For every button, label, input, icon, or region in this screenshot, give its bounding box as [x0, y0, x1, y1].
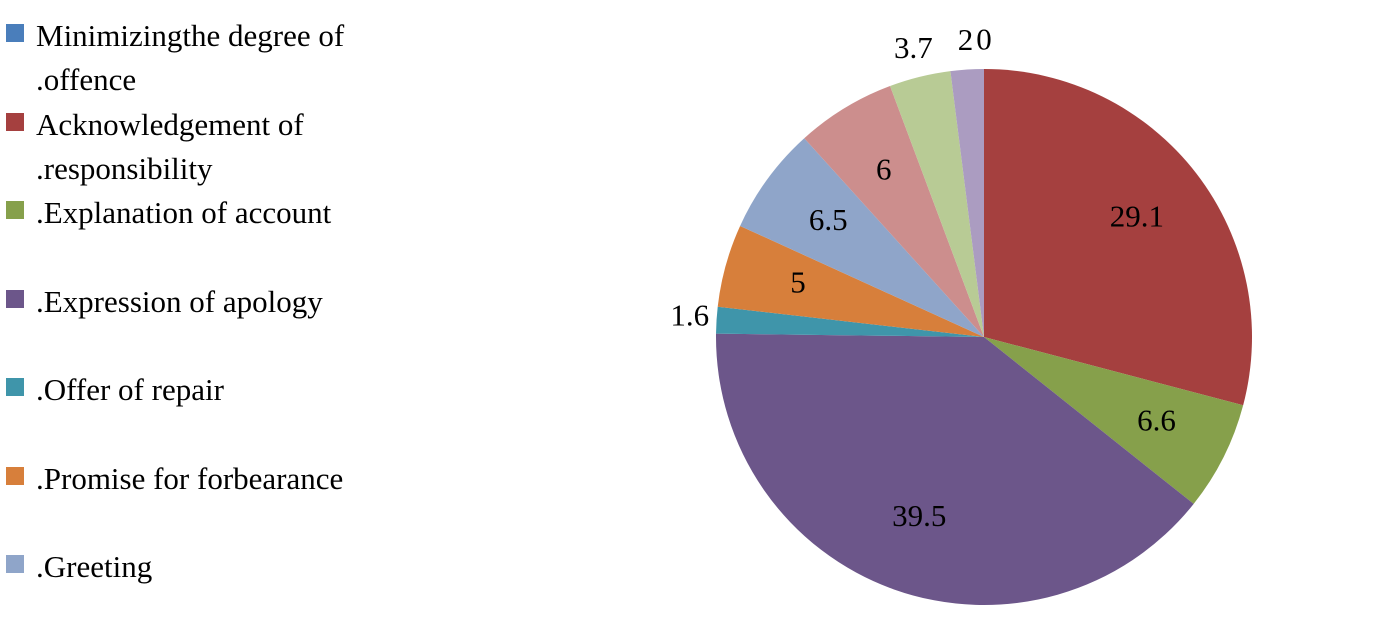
legend-label: .Promise for forbearance	[36, 460, 344, 496]
legend-item: .Expression of apology	[6, 280, 426, 369]
data-label: 6.5	[809, 202, 848, 237]
data-label: 2	[958, 22, 974, 57]
pie-slice	[804, 86, 984, 337]
legend-swatch	[6, 289, 24, 308]
data-label: 1.6	[670, 298, 709, 333]
pie-area: 0 29.1 6.6 39.5 1.6 56.5 6 3.7 2	[670, 21, 1252, 606]
legend-item: Minimizingthe degree of .offence	[6, 14, 426, 103]
pie-slice	[716, 306, 984, 337]
legend-swatch	[6, 112, 24, 131]
legend-label: .Offer of repair	[36, 372, 224, 407]
data-label: 6	[876, 151, 892, 186]
data-label: 29.1	[1110, 198, 1164, 233]
chart: Minimizingthe degree of .offence Acknowle…	[6, 18, 1252, 606]
pie-slice	[716, 333, 1194, 606]
pie-slice	[984, 69, 1252, 406]
legend-swatch	[6, 466, 24, 485]
legend-swatch	[6, 24, 24, 42]
legend-item: .Promise for forbearance	[6, 457, 426, 546]
data-label: 3.7	[894, 30, 933, 65]
legend-label: Acknowledgement of .responsibility	[36, 106, 304, 186]
legend-item: Acknowledgement of .responsibility	[6, 103, 426, 192]
legend-item: .Explanation of account	[6, 191, 426, 280]
legend-label: .Expression of apology	[36, 283, 323, 319]
pie-slice	[890, 71, 984, 338]
legend-swatch	[6, 201, 24, 219]
legend-swatch	[6, 378, 24, 396]
legend-swatch	[6, 555, 24, 573]
legend-label: .Explanation of account	[36, 195, 332, 230]
data-label: 39.5	[892, 498, 946, 533]
data-label: 0	[976, 21, 992, 56]
legend: Minimizingthe degree of .offence Acknowle…	[6, 14, 426, 634]
legend-label: Minimizingthe degree of .offence	[36, 18, 345, 97]
pie-slice	[984, 337, 1244, 504]
legend-item: .Greeting	[6, 545, 426, 634]
pie-slice	[950, 69, 984, 337]
legend-label: .Greeting	[36, 549, 153, 584]
data-label: 6.6	[1137, 403, 1176, 438]
legend-item: .Offer of repair	[6, 368, 426, 457]
pie-slice	[740, 138, 984, 337]
data-label: 5	[790, 265, 806, 300]
pie-slice	[717, 225, 984, 337]
